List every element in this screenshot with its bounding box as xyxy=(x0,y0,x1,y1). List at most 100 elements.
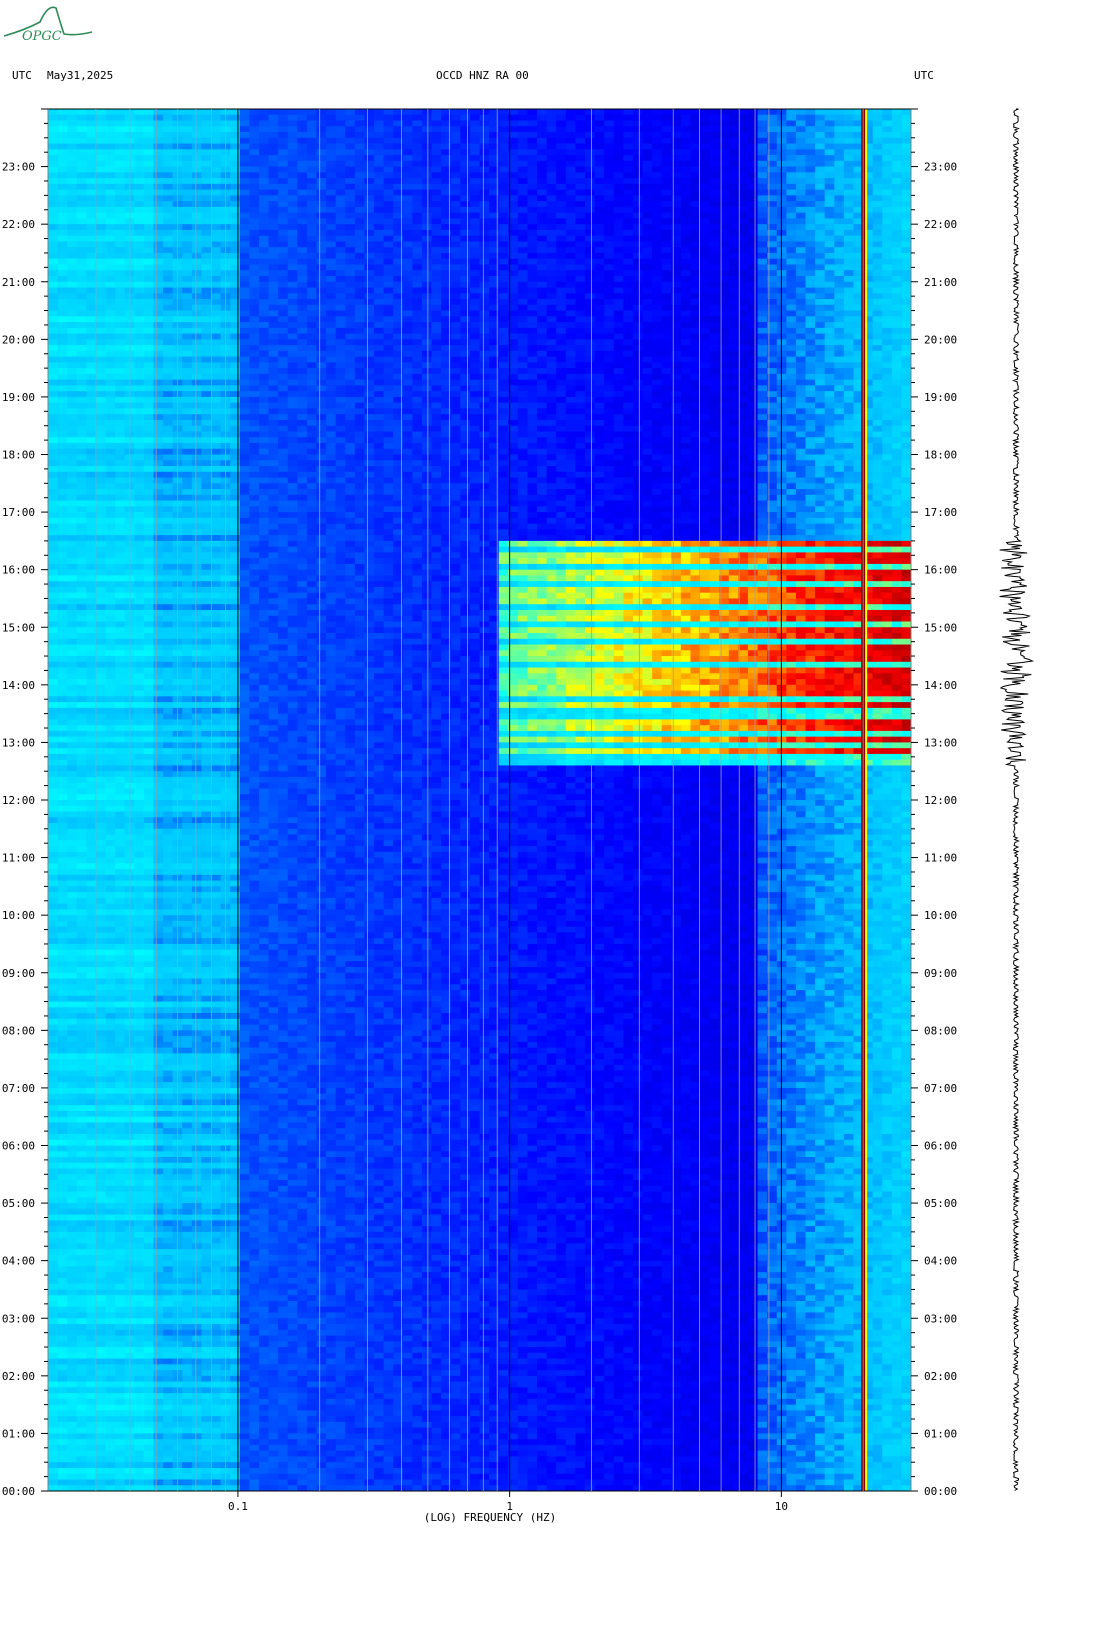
spectrogram-cell xyxy=(901,334,911,340)
spectrogram-cell xyxy=(470,213,480,219)
spectrogram-cell xyxy=(623,259,633,265)
spectrogram-cell xyxy=(230,247,240,253)
spectrogram-cell xyxy=(901,161,911,167)
spectrogram-cell xyxy=(345,236,355,242)
spectrogram-cell xyxy=(796,109,806,115)
spectrogram-cell xyxy=(901,213,911,219)
spectrogram-cell xyxy=(844,288,854,294)
spectrogram-cell xyxy=(806,391,816,397)
spectrogram-cell xyxy=(796,316,806,322)
spectrogram-cell xyxy=(681,230,691,236)
spectrogram-cell xyxy=(374,426,384,432)
spectrogram-cell xyxy=(96,270,106,276)
spectrogram-cell xyxy=(422,178,432,184)
spectrogram-cell xyxy=(345,224,355,230)
spectrogram-cell xyxy=(451,414,461,420)
spectrogram-cell xyxy=(336,264,346,270)
spectrogram-cell xyxy=(882,236,892,242)
spectrogram-cell xyxy=(470,190,480,196)
spectrogram-cell xyxy=(230,253,240,259)
spectrogram-cell xyxy=(326,288,336,294)
spectrogram-cell xyxy=(316,374,326,380)
spectrogram-cell xyxy=(786,247,796,253)
spectrogram-cell xyxy=(786,259,796,265)
spectrogram-cell xyxy=(671,316,681,322)
spectrogram-cell xyxy=(595,368,605,374)
spectrogram-cell xyxy=(643,224,653,230)
spectrogram-cell xyxy=(815,397,825,403)
spectrogram-cell xyxy=(806,241,816,247)
spectrogram-cell xyxy=(316,195,326,201)
spectrogram-cell xyxy=(700,190,710,196)
spectrogram-cell xyxy=(585,155,595,161)
spectrogram-cell xyxy=(182,190,192,196)
spectrogram-cell xyxy=(489,385,499,391)
spectrogram-cell xyxy=(873,305,883,311)
spectrogram-cell xyxy=(115,357,125,363)
spectrogram-cell xyxy=(518,362,528,368)
spectrogram-cell xyxy=(662,357,672,363)
spectrogram-cell xyxy=(441,115,451,121)
spectrogram-cell xyxy=(336,385,346,391)
spectrogram-cell xyxy=(182,224,192,230)
spectrogram-cell xyxy=(326,380,336,386)
spectrogram-cell xyxy=(633,345,643,351)
spectrogram-cell xyxy=(153,420,163,426)
spectrogram-cell xyxy=(671,253,681,259)
spectrogram-cell xyxy=(633,201,643,207)
spectrogram-cell xyxy=(307,403,317,409)
spectrogram-cell xyxy=(527,305,537,311)
spectrogram-cell xyxy=(144,149,154,155)
spectrogram-cell xyxy=(374,115,384,121)
spectrogram-cell xyxy=(575,132,585,138)
spectrogram-cell xyxy=(595,351,605,357)
spectrogram-cell xyxy=(844,161,854,167)
spectrogram-cell xyxy=(230,374,240,380)
spectrogram-cell xyxy=(144,178,154,184)
spectrogram-cell xyxy=(355,126,365,132)
spectrogram-cell xyxy=(77,178,87,184)
spectrogram-cell xyxy=(690,161,700,167)
spectrogram-cell xyxy=(269,213,279,219)
spectrogram-cell xyxy=(153,190,163,196)
spectrogram-cell xyxy=(796,403,806,409)
spectrogram-cell xyxy=(873,144,883,150)
spectrogram-cell xyxy=(451,253,461,259)
spectrogram-cell xyxy=(384,380,394,386)
spectrogram-cell xyxy=(710,408,720,414)
spectrogram-cell xyxy=(412,270,422,276)
spectrogram-cell xyxy=(527,155,537,161)
spectrogram-cell xyxy=(834,339,844,345)
spectrogram-cell xyxy=(58,190,68,196)
spectrogram-cell xyxy=(623,264,633,270)
spectrogram-cell xyxy=(307,236,317,242)
spectrogram-cell xyxy=(547,351,557,357)
spectrogram-cell xyxy=(86,385,96,391)
spectrogram-cell xyxy=(796,224,806,230)
spectrogram-cell xyxy=(249,426,259,432)
spectrogram-cell xyxy=(153,126,163,132)
spectrogram-cell xyxy=(489,311,499,317)
spectrogram-cell xyxy=(738,144,748,150)
spectrogram-cell xyxy=(48,299,58,305)
spectrogram-cell xyxy=(806,126,816,132)
spectrogram-cell xyxy=(844,213,854,219)
spectrogram-cell xyxy=(355,374,365,380)
spectrogram-cell xyxy=(901,236,911,242)
spectrogram-cell xyxy=(67,184,77,190)
spectrogram-cell xyxy=(269,155,279,161)
spectrogram-cell xyxy=(748,241,758,247)
spectrogram-cell xyxy=(489,230,499,236)
spectrogram-cell xyxy=(249,380,259,386)
spectrogram-cell xyxy=(796,264,806,270)
spectrogram-cell xyxy=(163,201,173,207)
spectrogram-cell xyxy=(48,230,58,236)
spectrogram-cell xyxy=(384,305,394,311)
spectrogram-cell xyxy=(796,172,806,178)
spectrogram-cell xyxy=(115,132,125,138)
spectrogram-cell xyxy=(192,224,202,230)
spectrogram-cell xyxy=(643,213,653,219)
spectrogram-cell xyxy=(115,259,125,265)
spectrogram-cell xyxy=(278,121,288,127)
spectrogram-cell xyxy=(806,374,816,380)
